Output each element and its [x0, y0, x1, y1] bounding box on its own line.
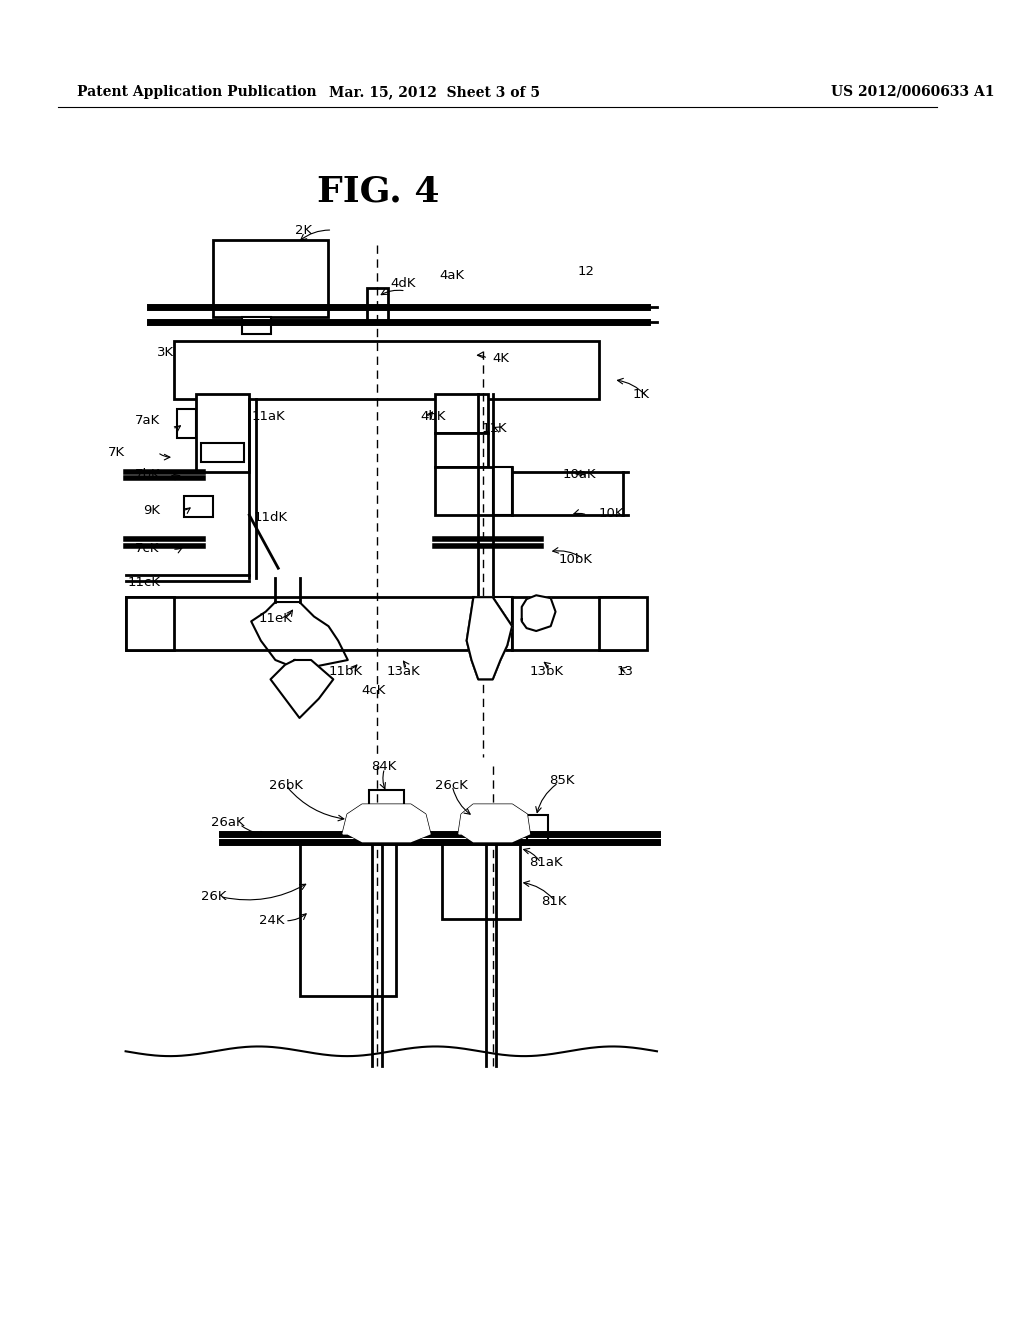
Text: 9K: 9K	[143, 504, 160, 516]
Text: 11aK: 11aK	[251, 411, 285, 422]
Bar	[126, 597, 512, 651]
Text: 4aK: 4aK	[439, 269, 465, 282]
Text: 12: 12	[578, 265, 595, 279]
Bar	[473, 597, 512, 651]
Text: 13bK: 13bK	[529, 665, 563, 678]
Bar	[599, 597, 647, 651]
Text: 84K: 84K	[371, 760, 396, 772]
Text: 7bK: 7bK	[135, 469, 161, 480]
Bar	[442, 842, 520, 919]
Bar	[177, 409, 197, 438]
Bar	[299, 842, 396, 997]
Bar	[174, 341, 599, 399]
Polygon shape	[343, 805, 430, 842]
Text: 2K: 2K	[295, 223, 311, 236]
Bar	[213, 240, 329, 317]
Bar	[526, 814, 548, 842]
Bar	[183, 496, 213, 517]
Text: 13aK: 13aK	[386, 665, 420, 678]
Polygon shape	[270, 660, 334, 718]
Text: 13: 13	[616, 665, 634, 678]
Text: FIG. 4: FIG. 4	[317, 174, 440, 209]
Text: 81aK: 81aK	[529, 857, 563, 870]
Text: US 2012/0060633 A1: US 2012/0060633 A1	[830, 84, 994, 99]
Text: 4K: 4K	[493, 352, 510, 366]
Text: 26K: 26K	[201, 890, 226, 903]
Bar	[512, 597, 628, 651]
Bar	[435, 395, 487, 433]
Text: 85K: 85K	[549, 775, 574, 787]
Text: 10aK: 10aK	[562, 469, 596, 480]
Text: 11dK: 11dK	[253, 511, 288, 524]
Bar	[435, 433, 487, 467]
Text: 11bK: 11bK	[329, 665, 362, 678]
Bar	[435, 467, 512, 515]
Bar	[197, 395, 249, 471]
Bar	[126, 597, 174, 651]
Polygon shape	[459, 805, 529, 842]
Text: 26aK: 26aK	[211, 816, 245, 829]
Text: 4cK: 4cK	[361, 684, 386, 697]
Bar	[242, 317, 270, 334]
Text: 11K: 11K	[481, 421, 507, 434]
Bar	[201, 442, 245, 462]
Polygon shape	[467, 597, 512, 680]
Text: 26bK: 26bK	[268, 779, 302, 792]
Text: 81K: 81K	[541, 895, 566, 908]
Text: 24K: 24K	[259, 915, 285, 928]
Bar	[368, 288, 388, 322]
Polygon shape	[521, 595, 556, 631]
Text: 10K: 10K	[599, 507, 625, 520]
Text: 1K: 1K	[633, 388, 650, 401]
Text: 3K: 3K	[157, 346, 174, 359]
Text: 10bK: 10bK	[558, 553, 593, 566]
Text: 7K: 7K	[109, 446, 125, 459]
Text: 26cK: 26cK	[435, 779, 468, 792]
Text: 4bK: 4bK	[420, 411, 445, 422]
Text: Patent Application Publication: Patent Application Publication	[77, 84, 316, 99]
Text: 4dK: 4dK	[390, 277, 416, 289]
Bar	[493, 467, 512, 515]
Bar	[369, 791, 403, 805]
Text: 7cK: 7cK	[135, 543, 160, 556]
Text: 11eK: 11eK	[259, 612, 293, 624]
Text: 7aK: 7aK	[135, 414, 161, 426]
Text: Mar. 15, 2012  Sheet 3 of 5: Mar. 15, 2012 Sheet 3 of 5	[330, 84, 541, 99]
Text: 11cK: 11cK	[128, 577, 161, 589]
